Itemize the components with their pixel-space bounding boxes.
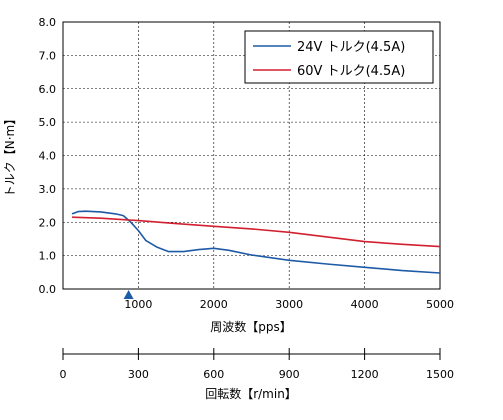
series-line-1 [71, 216, 441, 248]
base-frequency-marker [123, 290, 134, 299]
y-tick-label: 2.0 [39, 216, 57, 229]
y-tick-label: 4.0 [39, 150, 57, 163]
x-tick-label: 1000 [124, 298, 152, 311]
rpm-axis: 0 300 600 900 1200 1500 [60, 348, 454, 381]
legend-box [244, 30, 434, 84]
rpm-tick-label: 600 [203, 368, 224, 381]
y-tick-label: 0.0 [39, 283, 57, 296]
y-axis-title: トルク【N·m】 [3, 113, 17, 197]
rpm-tick-label: 300 [128, 368, 149, 381]
rpm-tick-label: 1200 [351, 368, 379, 381]
rpm-tick-label: 0 [60, 368, 67, 381]
series-lines [71, 210, 441, 274]
y-tick-label: 6.0 [39, 83, 57, 96]
y-tick-label: 8.0 [39, 16, 57, 29]
rpm-axis-title: 回転数【r/min】 [205, 386, 297, 401]
y-tick-label: 3.0 [39, 183, 57, 196]
series-line-0 [71, 210, 441, 274]
x-tick-label: 5000 [426, 298, 454, 311]
y-tick-label: 7.0 [39, 49, 57, 62]
legend: 24V トルク(4.5A) 60V トルク(4.5A) [244, 30, 434, 84]
x-tick-label: 4000 [351, 298, 379, 311]
rpm-tick-label: 900 [279, 368, 300, 381]
rpm-tick-label: 1500 [426, 368, 454, 381]
y-tick-labels: 0.0 1.0 2.0 3.0 4.0 5.0 6.0 7.0 8.0 [39, 16, 57, 296]
x-tick-label: 2000 [200, 298, 228, 311]
legend-label-24v: 24V トルク(4.5A) [297, 40, 405, 55]
y-tick-label: 1.0 [39, 250, 57, 263]
legend-label-60v: 60V トルク(4.5A) [297, 64, 405, 79]
x-tick-labels: 1000 2000 3000 4000 5000 [124, 298, 454, 311]
plot-frame [62, 21, 441, 290]
y-tick-label: 5.0 [39, 116, 57, 129]
x-tick-label: 3000 [275, 298, 303, 311]
x-axis-title: 周波数【pps】 [210, 319, 292, 334]
